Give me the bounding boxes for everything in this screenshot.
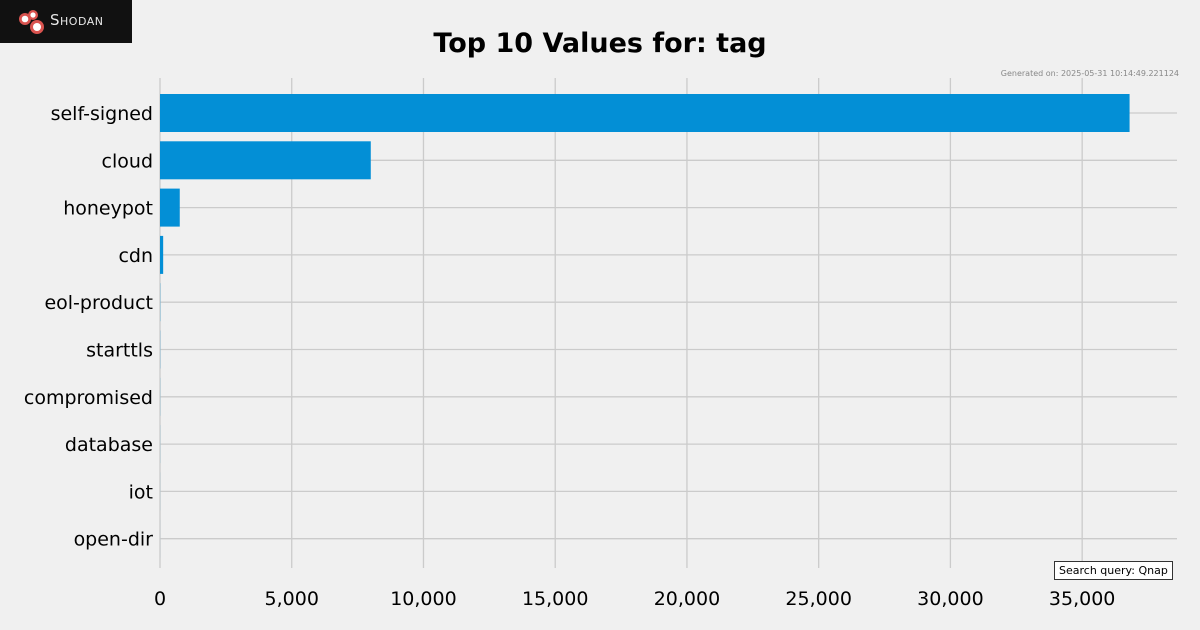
x-tick-labels: 0 5,000 10,000 15,000 20,000 25,000 30,000 35,0… [154,588,1115,610]
x-tick-label: 25,000 [785,588,851,610]
category-label: database [65,434,153,456]
category-label: compromised [24,387,153,409]
bar-cdn [160,235,164,274]
category-label: self-signed [51,103,153,125]
bar-self-signed [160,94,1130,132]
category-label: starttls [86,340,153,362]
grid-lines [159,78,1177,568]
category-labels: self-signed cloud honeypot cdn eol-product st… [24,103,153,551]
x-tick-label: 20,000 [654,588,720,610]
bar-honeypot [160,188,180,227]
category-label: eol-product [44,292,153,314]
category-label: cdn [118,245,153,267]
logo-text: Shodan [50,11,104,29]
x-tick-label: 10,000 [390,588,456,610]
category-label: honeypot [63,198,153,220]
bars [160,94,1130,558]
shodan-logo-icon [19,10,44,34]
category-label: iot [129,481,153,503]
bar-cloud [160,141,371,180]
search-query-box: Search query: Qnap [1054,561,1173,580]
category-label: cloud [102,150,153,172]
x-tick-label: 15,000 [522,588,588,610]
category-label: open-dir [74,529,154,551]
x-tick-label: 30,000 [917,588,983,610]
x-tick-label: 5,000 [265,588,319,610]
shodan-logo: Shodan [0,0,132,43]
chart-title: Top 10 Values for: tag [433,28,767,59]
x-tick-label: 0 [154,588,166,610]
x-tick-label: 35,000 [1049,588,1115,610]
generated-timestamp: Generated on: 2025-05-31 10:14:49.221124 [1000,69,1179,78]
